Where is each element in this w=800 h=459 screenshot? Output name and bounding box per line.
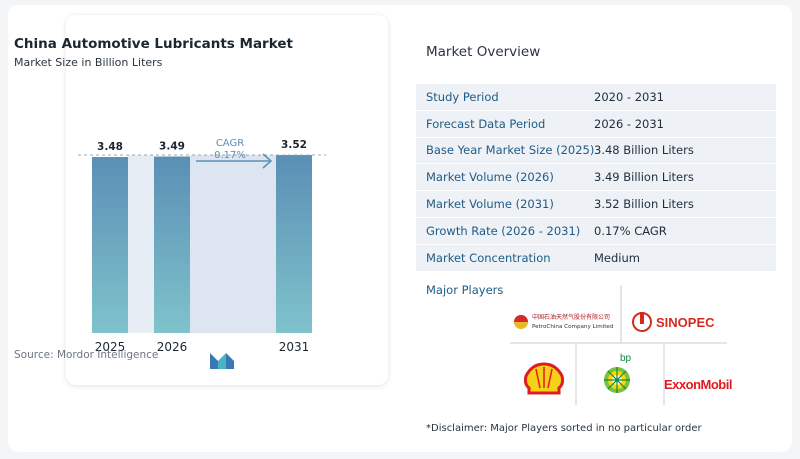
overview-value: 2020 - 2031 xyxy=(594,89,664,104)
cagr-value: 0.17% xyxy=(214,150,246,161)
overview-value: 3.48 Billion Liters xyxy=(594,143,694,158)
overview-row: Market Concentration Medium xyxy=(416,244,776,272)
cagr-label: CAGR xyxy=(216,138,244,149)
players-title: Major Players xyxy=(426,283,504,297)
overview-label: Forecast Data Period xyxy=(426,116,546,131)
category-label: 2031 xyxy=(279,340,310,354)
overview-row: Market Volume (2031) 3.52 Billion Liters xyxy=(416,191,776,218)
overview-row: Study Period 2020 - 2031 xyxy=(416,84,776,111)
overview-label: Base Year Market Size (2025) xyxy=(426,143,595,158)
bar-value-label: 3.49 xyxy=(159,141,185,153)
bar xyxy=(276,155,312,333)
overview-row: Forecast Data Period 2026 - 2031 xyxy=(416,110,776,138)
overview-label: Growth Rate (2026 - 2031) xyxy=(426,223,581,238)
category-label: 2025 xyxy=(95,340,126,354)
overview-value: 3.49 Billion Liters xyxy=(594,170,694,185)
mordor-intelligence-logo-icon xyxy=(210,353,234,369)
overview-title: Market Overview xyxy=(426,44,541,60)
overview-row: Market Volume (2026) 3.49 Billion Liters xyxy=(416,164,776,192)
overview-value: Medium xyxy=(594,250,640,265)
overview-row: Base Year Market Size (2025) 3.48 Billio… xyxy=(416,137,776,165)
disclaimer: *Disclaimer: Major Players sorted in no … xyxy=(426,423,702,434)
overview-label: Market Concentration xyxy=(426,250,551,265)
gap-band xyxy=(128,155,154,333)
overview-table: Study Period 2020 - 2031 Forecast Data P… xyxy=(416,84,776,272)
overview-value: 0.17% CAGR xyxy=(594,223,667,238)
chart-source: Source: Mordor Intelligence xyxy=(14,349,159,361)
overview-value: 2026 - 2031 xyxy=(594,116,664,131)
cagr-arrow-head xyxy=(262,153,273,169)
bar xyxy=(92,157,128,333)
chart-subtitle: Market Size in Billion Liters xyxy=(14,56,163,69)
bar-value-label: 3.48 xyxy=(97,141,123,153)
chart-title: China Automotive Lubricants Market xyxy=(14,36,293,52)
overview-label: Market Volume (2026) xyxy=(426,170,554,185)
category-label: 2026 xyxy=(157,340,188,354)
bar-value-label: 3.52 xyxy=(281,139,307,151)
overview-label: Study Period xyxy=(426,89,499,104)
overview-row: Growth Rate (2026 - 2031) 0.17% CAGR xyxy=(416,217,776,245)
overview-label: Market Volume (2031) xyxy=(426,197,554,212)
bar xyxy=(154,156,190,333)
overview-value: 3.52 Billion Liters xyxy=(594,197,694,212)
market-overview: Market Overview Study Period 2020 - 2031… xyxy=(416,44,776,272)
cagr-band xyxy=(190,155,276,333)
